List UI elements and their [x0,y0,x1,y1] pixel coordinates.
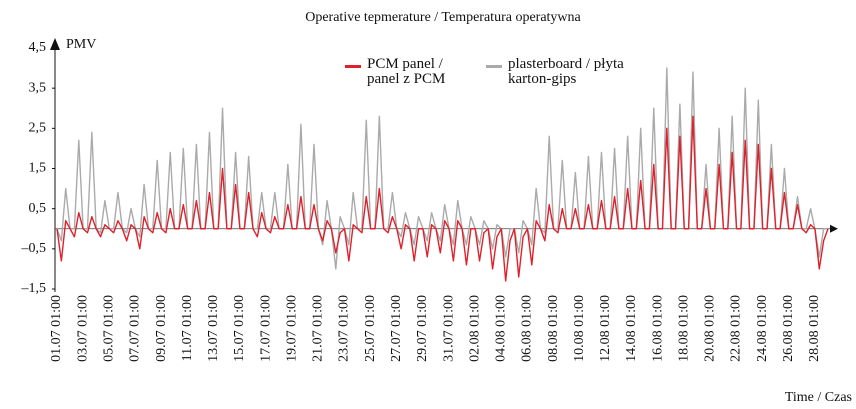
x-tick-label: 17.07 01:00 [258,295,273,362]
x-tick-label: 29.07 01:00 [415,295,430,362]
x-tick-label: 03.07 01:00 [75,295,90,362]
x-tick-label: 05.07 01:00 [101,295,116,362]
x-tick-label: 25.07 01:00 [363,295,378,362]
x-tick-label: 22.08 01:00 [729,295,744,362]
x-tick-label: 19.07 01:00 [284,295,299,362]
x-tick-label: 24.08 01:00 [755,295,770,362]
legend-swatch [486,65,502,68]
x-tick-label: 12.08 01:00 [598,295,613,362]
y-tick-label: 0,5 [29,201,47,216]
x-tick-label: 26.08 01:00 [781,295,796,362]
x-tick-label: 18.08 01:00 [676,295,691,362]
x-tick-label: 27.07 01:00 [389,295,404,362]
legend-item: PCM panel / panel z PCM [345,57,467,87]
legend-label: plasterboard / płyta karton-gips [508,56,624,87]
x-tick-label: 11.07 01:00 [180,295,195,361]
x-tick-label: 02.08 01:00 [467,295,482,362]
y-tick-label: 2,5 [29,121,47,136]
y-axis-title: PMV [66,37,96,52]
x-tick-label: 10.08 01:00 [572,295,587,362]
y-axis-arrow [50,38,60,50]
legend-label: PCM panel / panel z PCM [367,56,446,87]
x-tick-label: 01.07 01:00 [49,295,64,362]
x-tick-label: 31.07 01:00 [441,295,456,362]
x-tick-label: 16.08 01:00 [650,295,665,362]
series-line [56,115,829,282]
y-tick-label: –0,5 [21,241,47,256]
x-tick-label: 28.08 01:00 [807,295,822,362]
x-tick-label: 21.07 01:00 [311,295,326,362]
x-axis-arrow [830,224,838,233]
x-tick-label: 20.08 01:00 [703,295,718,362]
x-tick-label: 13.07 01:00 [206,295,221,362]
x-tick-label: 04.08 01:00 [494,295,509,362]
legend-swatch [345,65,361,68]
y-tick-label: 3,5 [29,80,47,95]
chart-title: Operative tepmerature / Temperatura oper… [305,10,581,25]
x-tick-label: 07.07 01:00 [128,295,143,362]
x-tick-label: 23.07 01:00 [337,295,352,362]
y-tick-label: –1,5 [21,281,47,296]
y-tick-label: 1,5 [29,161,47,176]
x-tick-label: 08.08 01:00 [546,295,561,362]
x-tick-label: 14.08 01:00 [624,295,639,362]
x-tick-label: 15.07 01:00 [232,295,247,362]
x-tick-label: 06.08 01:00 [520,295,535,362]
x-tick-label: 09.07 01:00 [154,295,169,362]
x-axis-title: Time / Czas [785,390,852,405]
legend-item: plasterboard / płyta karton-gips [486,57,648,87]
y-tick-label: 4,5 [29,40,47,55]
